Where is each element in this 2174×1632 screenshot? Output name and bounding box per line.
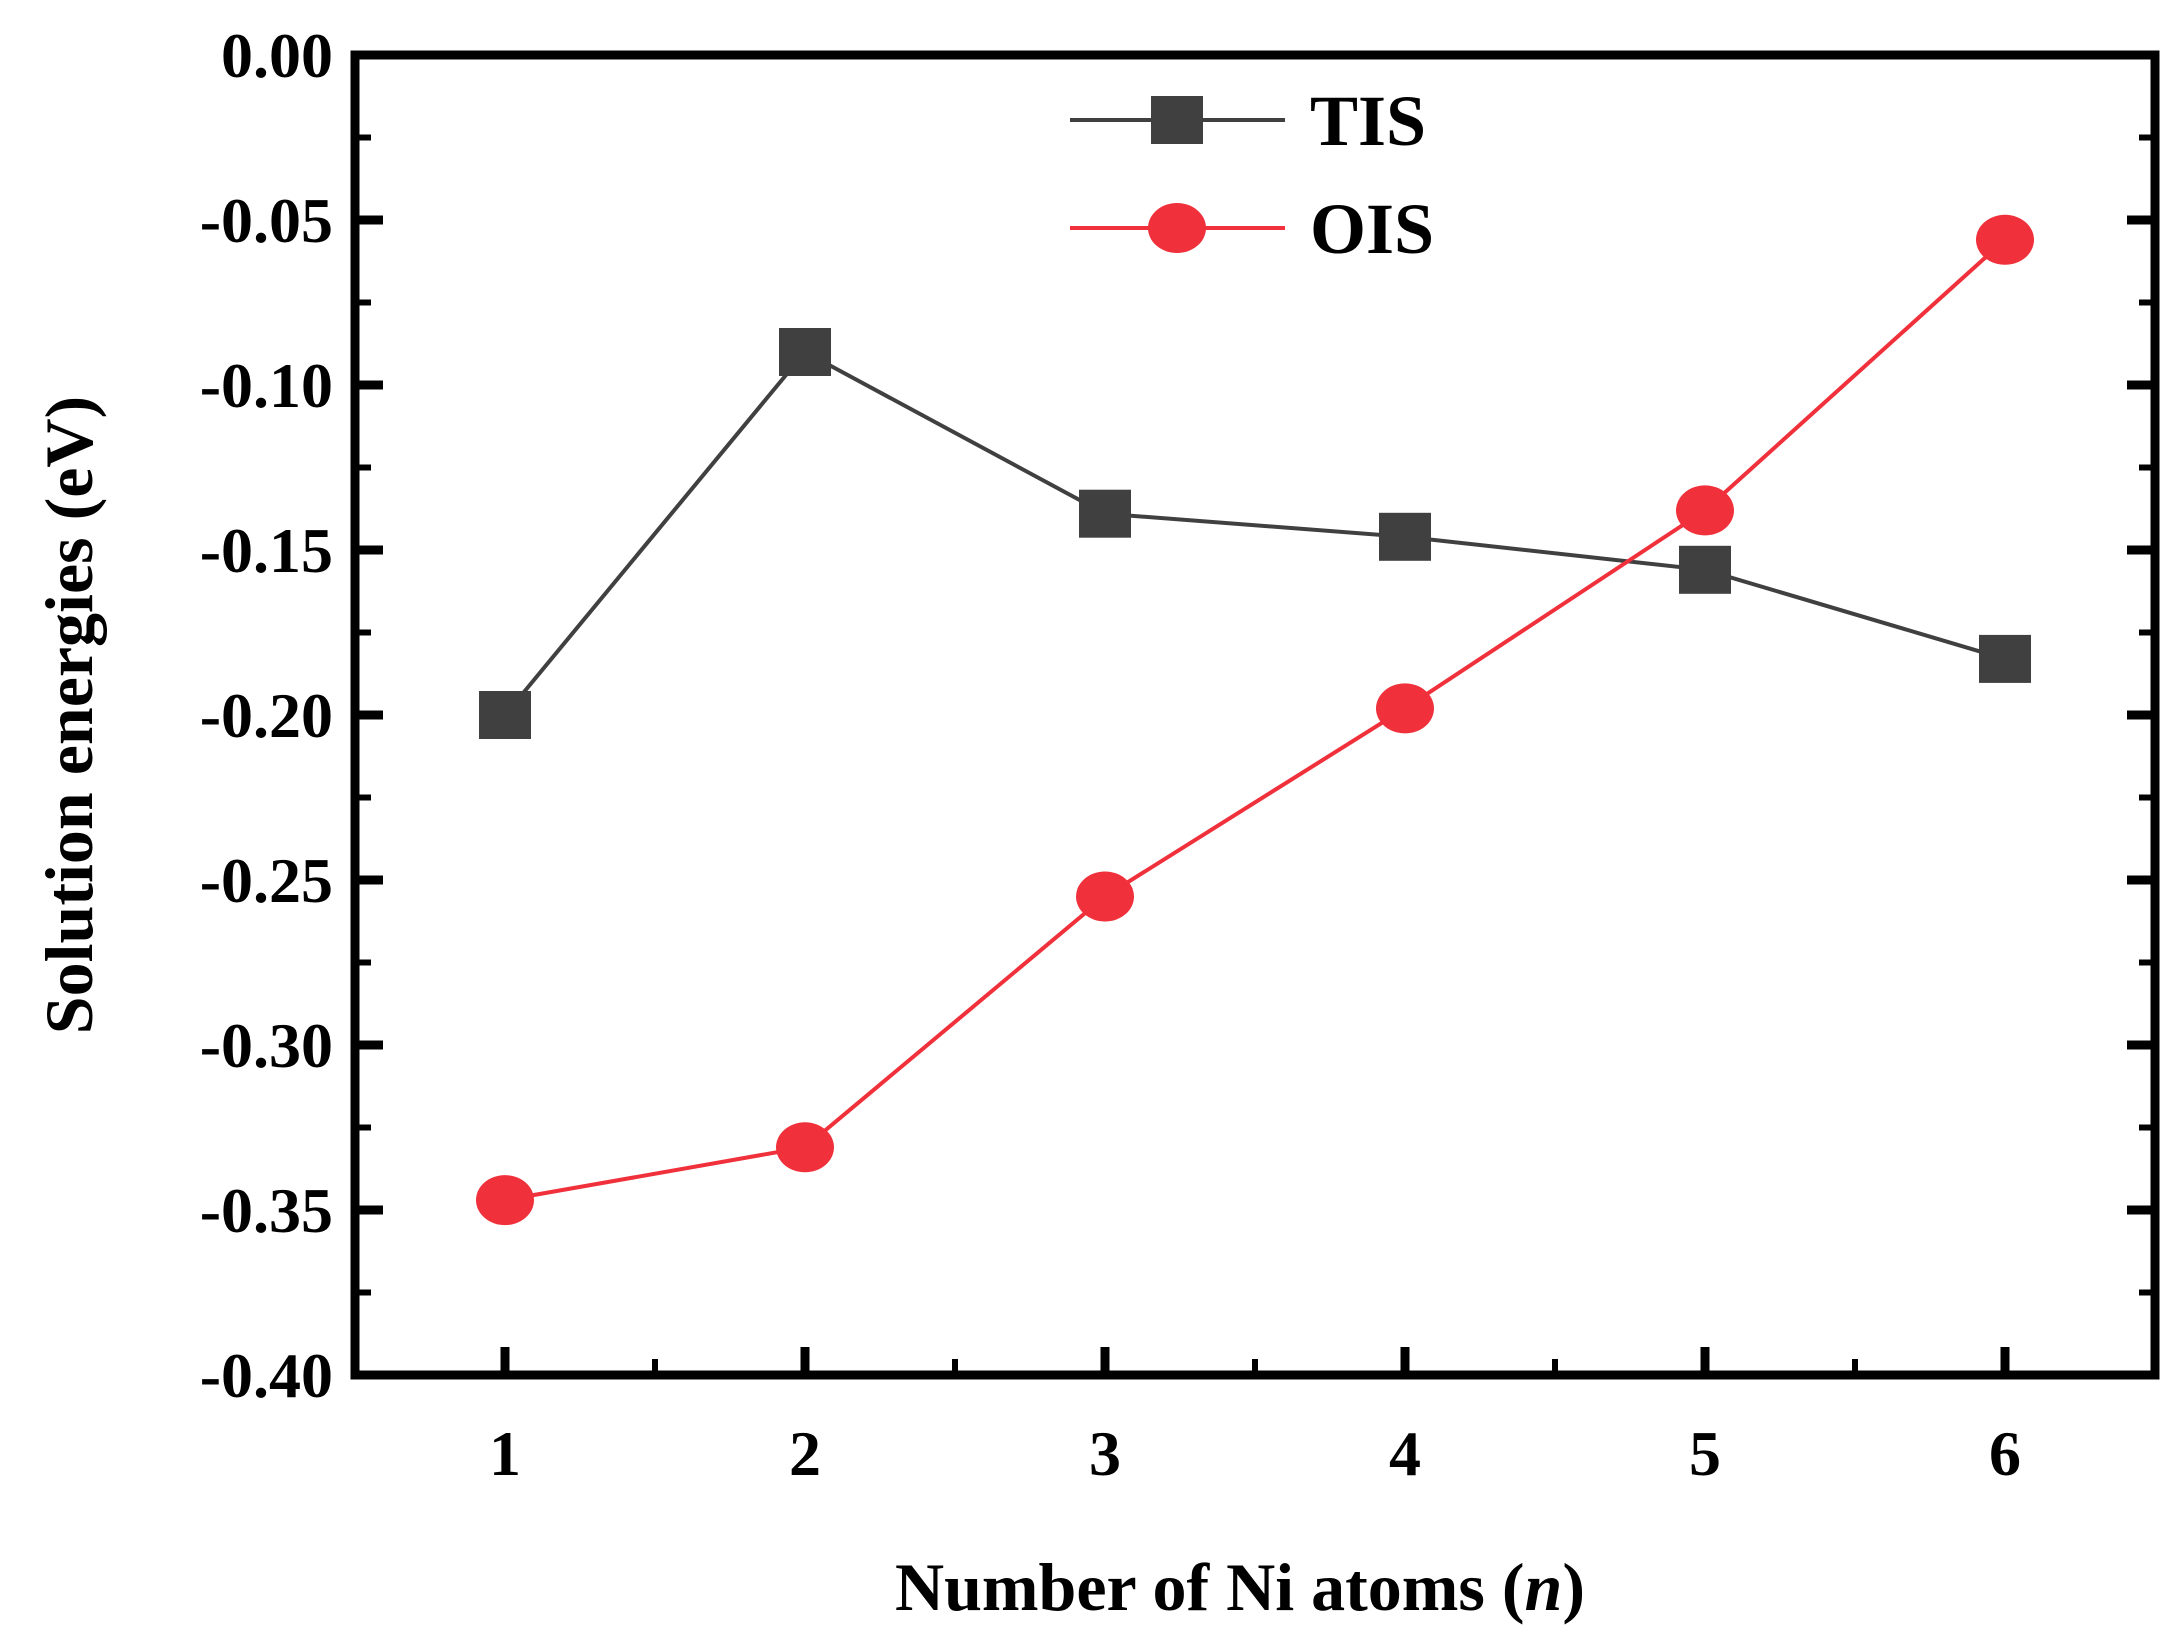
y-axis-title: Solution energies (eV): [31, 396, 107, 1034]
x-axis-title-suffix: ): [1562, 1549, 1585, 1625]
ois-data-point: [1976, 214, 2034, 265]
y-tick-label: -0.05: [200, 185, 333, 256]
ois-data-point: [1676, 485, 1734, 536]
tis-data-point: [1079, 489, 1131, 538]
legend-marker-tis: [1151, 96, 1203, 144]
tis-data-point: [779, 328, 831, 376]
x-tick-label: 5: [1689, 1418, 1721, 1489]
x-axis-title: Number of Ni atoms (n): [895, 1549, 1585, 1625]
tis-data-point: [1979, 634, 2031, 683]
x-tick-label: 2: [789, 1418, 821, 1489]
y-tick-labels: 0.00 -0.05 -0.10 -0.15 -0.20 -0.25 -0.30 -0.35 -…: [200, 20, 333, 1411]
y-tick-label: 0.00: [221, 20, 333, 91]
x-tick-label: 6: [1989, 1418, 2021, 1489]
series-layer: [476, 214, 2034, 1226]
ois-data-point: [1376, 683, 1434, 734]
y-tick-label: -0.20: [200, 680, 333, 751]
legend-marker-ois: [1148, 203, 1206, 253]
y-tick-label: -0.10: [200, 350, 333, 421]
y-tick-label: -0.35: [200, 1175, 333, 1246]
x-tick-label: 4: [1389, 1418, 1421, 1489]
ois-data-point: [776, 1122, 834, 1173]
x-tick-label: 1: [489, 1418, 521, 1489]
tis-series-line: [503, 349, 2006, 717]
x-axis-title-variable: n: [1525, 1549, 1563, 1625]
x-tick-labels: 1 2 3 4 5 6: [489, 1418, 2021, 1489]
ois-data-point: [1076, 871, 1134, 922]
tis-data-point: [479, 691, 531, 739]
plot-frame: [350, 50, 2160, 1380]
x-tick-label: 3: [1089, 1418, 1121, 1489]
legend: TIS OIS: [1070, 81, 1434, 269]
ois-series-line: [504, 238, 2007, 1203]
y-tick-label: -0.40: [200, 1340, 333, 1411]
tis-data-point: [1679, 545, 1731, 594]
y-tick-label: -0.25: [200, 845, 333, 916]
y-tick-label: -0.15: [200, 515, 333, 586]
tis-data-point: [1379, 512, 1431, 561]
ois-data-point: [476, 1175, 534, 1226]
legend-label-ois: OIS: [1310, 189, 1434, 269]
y-tick-label: -0.30: [200, 1010, 333, 1081]
x-axis-title-prefix: Number of Ni atoms (: [895, 1549, 1525, 1625]
legend-label-tis: TIS: [1310, 81, 1426, 161]
